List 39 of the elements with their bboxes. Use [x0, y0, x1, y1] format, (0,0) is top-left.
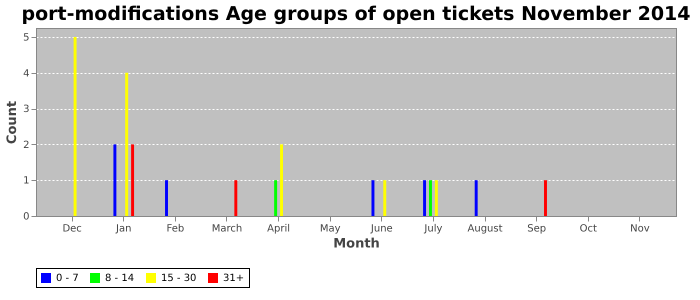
y-tick-label: 3 — [23, 104, 30, 116]
x-tick-label: Nov — [630, 224, 650, 234]
legend-label: 31+ — [223, 273, 244, 284]
legend-label: 8 - 14 — [105, 273, 134, 284]
bar — [428, 180, 432, 216]
legend-label: 0 - 7 — [56, 273, 79, 284]
bar — [74, 36, 77, 216]
x-tick-label: Jan — [115, 224, 132, 234]
x-tick-label: August — [468, 224, 503, 234]
bar — [434, 180, 438, 216]
bar — [125, 72, 128, 216]
x-tick-label: Feb — [166, 224, 184, 234]
x-tick-label: Dec — [62, 224, 82, 234]
y-tick-label: 5 — [23, 32, 30, 44]
bar — [280, 144, 284, 216]
y-tick-label: 2 — [23, 140, 30, 151]
x-tick-label: Oct — [580, 224, 597, 234]
bar — [544, 180, 547, 216]
bar — [274, 180, 278, 216]
bar — [371, 180, 374, 216]
bar — [474, 180, 478, 216]
y-tick-label: 4 — [23, 68, 30, 80]
x-tick-label: March — [212, 224, 242, 234]
y-axis-title: Count — [5, 100, 20, 144]
x-tick-label: Sep — [527, 224, 546, 234]
x-axis-title: Month — [333, 236, 380, 252]
y-tick-label: 0 — [23, 212, 30, 222]
bar — [131, 144, 134, 216]
bar — [423, 180, 426, 216]
legend-label: 15 - 30 — [161, 273, 196, 284]
bar — [113, 144, 116, 216]
x-tick-label: June — [370, 224, 393, 234]
bar — [165, 180, 168, 216]
x-tick-label: July — [423, 224, 442, 234]
bar — [234, 180, 238, 216]
x-tick-label: May — [320, 224, 341, 234]
y-tick-label: 1 — [23, 176, 30, 187]
x-tick-label: April — [267, 224, 290, 234]
chart-title: port-modifications Age groups of open tickets November 2014 — [22, 3, 690, 25]
